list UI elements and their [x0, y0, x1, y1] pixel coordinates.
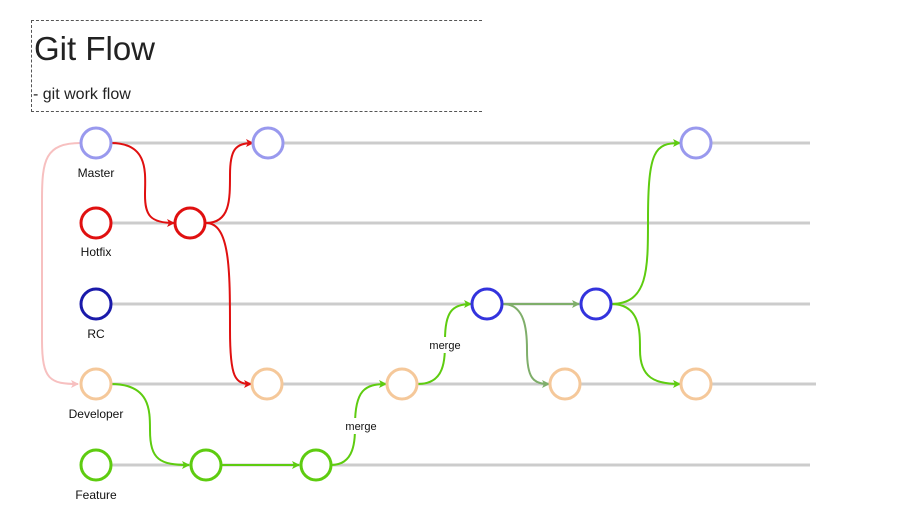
edge-master-to-hotfix [110, 142, 175, 227]
branch-label-feature: Feature [75, 488, 117, 502]
diagram-title: Git Flow [34, 30, 156, 67]
edge-rc-to-developer [610, 303, 681, 388]
branch-label-rc: RC [87, 327, 105, 341]
merge-label-developer: merge [429, 340, 460, 352]
edge-hotfix-to-developer [205, 222, 252, 388]
node-feature-start [79, 448, 113, 482]
node-developer-rc-sync [548, 367, 582, 401]
node-hotfix-commit [173, 206, 207, 240]
node-developer-start [79, 367, 113, 401]
node-rc-commit-2 [579, 287, 613, 321]
edge-hotfix-to-master [205, 139, 254, 224]
node-rc-start [79, 287, 113, 321]
node-feature-commit-1 [189, 448, 223, 482]
node-rc-commit-1 [470, 287, 504, 321]
edge-rc-to-master [610, 139, 681, 305]
diagram-subtitle: - git work flow [33, 86, 131, 103]
node-master-release [679, 126, 713, 160]
title-frame [31, 20, 482, 112]
branch-label-developer: Developer [69, 407, 124, 421]
node-master-start [79, 126, 113, 160]
node-developer-release-sync [679, 367, 713, 401]
branch-label-master: Master [78, 166, 115, 180]
branch-label-hotfix: Hotfix [81, 245, 112, 259]
node-developer-feature-merge [385, 367, 419, 401]
node-developer-hotfix-merge [250, 367, 284, 401]
edge-rc-to-developer-sync [502, 303, 550, 388]
node-hotfix-start [79, 206, 113, 240]
edge-master-to-developer [41, 142, 82, 388]
merge-label-feature: merge [345, 421, 376, 433]
edge-developer-to-feature [110, 383, 190, 469]
node-master-hotfix-release [251, 126, 285, 160]
node-feature-commit-2 [299, 448, 333, 482]
